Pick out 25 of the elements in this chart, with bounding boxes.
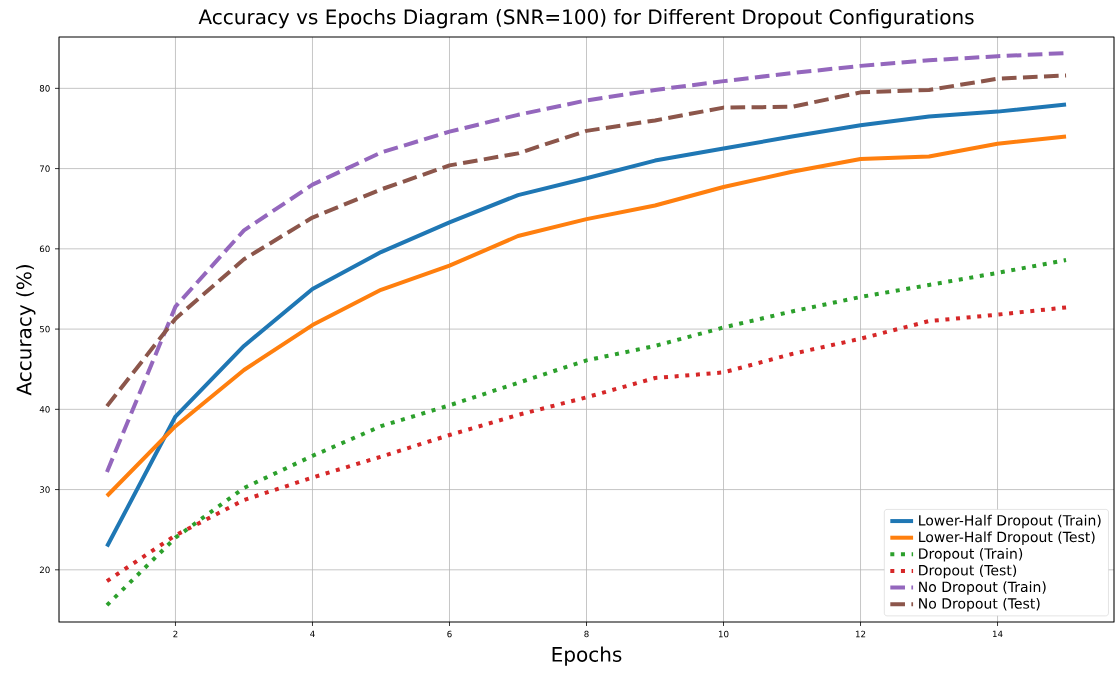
line-series bbox=[104, 73, 1069, 409]
y-axis-title: Accuracy (%) bbox=[16, 265, 36, 396]
y-tick-label: 20 bbox=[39, 566, 50, 574]
x-tick-label: 14 bbox=[992, 630, 1003, 638]
y-tick-label: 50 bbox=[39, 325, 50, 333]
legend-label: No Dropout (Train) bbox=[919, 581, 1046, 595]
x-axis-title: Epochs bbox=[552, 646, 622, 666]
x-tick-label: 8 bbox=[584, 630, 589, 638]
x-tick-label: 2 bbox=[173, 630, 178, 638]
x-tick-label: 12 bbox=[855, 630, 866, 638]
legend-label: Lower-Half Dropout (Test) bbox=[919, 531, 1095, 545]
legend-label: Lower-Half Dropout (Train) bbox=[919, 514, 1101, 529]
chart-title: Accuracy vs Epochs Diagram (SNR=100) for Different Dropout Configurations bbox=[198, 8, 974, 29]
y-tick-label: 80 bbox=[39, 85, 50, 92]
x-tick-label: 10 bbox=[718, 630, 729, 638]
legend-label: No Dropout (Test) bbox=[919, 597, 1040, 612]
y-tick-label: 60 bbox=[39, 245, 50, 253]
x-tick-label: 6 bbox=[447, 630, 452, 638]
legend-label: Dropout (Test) bbox=[919, 564, 1017, 579]
y-tick-label: 70 bbox=[39, 165, 50, 172]
y-tick-label: 30 bbox=[39, 486, 50, 493]
legend-label: Dropout (Train) bbox=[919, 548, 1023, 562]
y-tick-label: 40 bbox=[39, 406, 50, 413]
x-tick-label: 4 bbox=[310, 630, 315, 638]
line-series bbox=[104, 134, 1069, 498]
